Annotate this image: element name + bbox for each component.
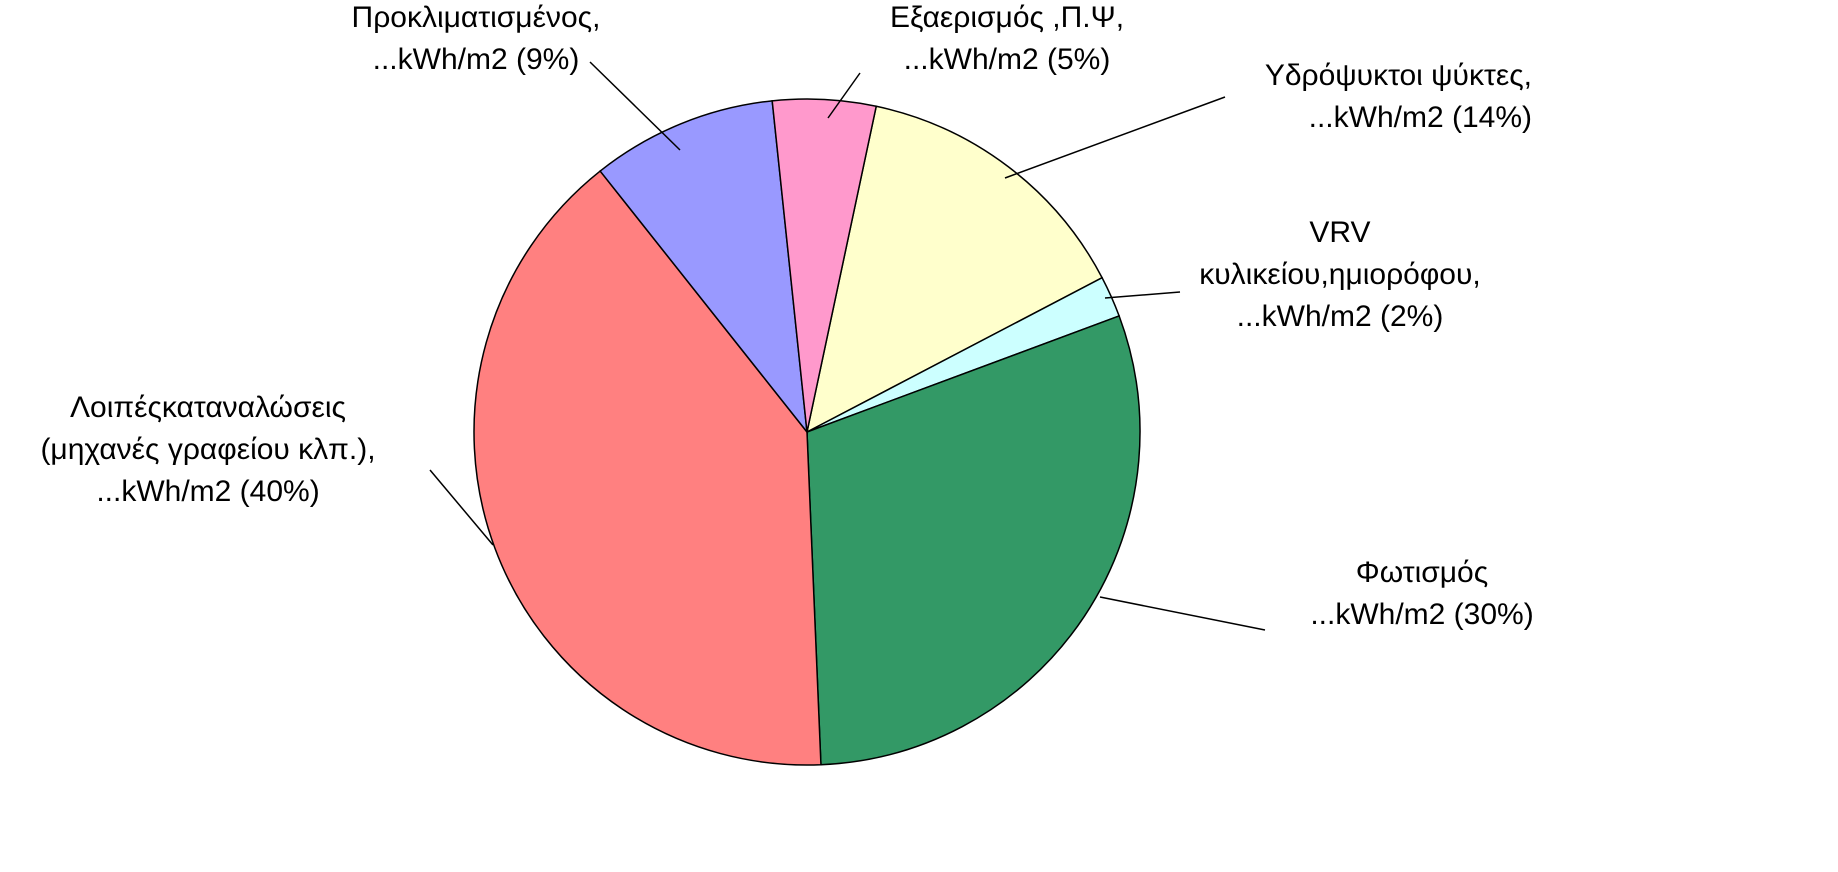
value-label: ...kWh/m2 (2%) [1237, 300, 1444, 333]
slice-label: Προκλιματισμένος, ...kWh/m2 (9%) [352, 1, 601, 76]
value-label: ...kWh/m2 (30%) [1310, 598, 1533, 631]
pie-slice [473, 169, 822, 766]
slice-label: Υδρόψυκτοι ψύκτες, ...kWh/m2 (14%) [1265, 59, 1532, 134]
label-line: Εξαερισμός ,Π.Ψ, [890, 1, 1124, 34]
leader-line [589, 61, 681, 151]
label-line: Λοιπέςκαταναλώσεις [70, 391, 346, 424]
value-label: ...kWh/m2 (40%) [96, 475, 319, 508]
pie-slice [771, 98, 878, 433]
slice-label: Φωτισμός ...kWh/m2 (30%) [1310, 556, 1533, 631]
value-label: ...kWh/m2 (5%) [904, 43, 1111, 76]
pie-slice [806, 314, 1141, 766]
pie-slice [599, 99, 809, 435]
leader-line [1104, 291, 1181, 299]
label-line: (μηχανές γραφείου κλπ.), [40, 433, 375, 466]
label-line: Φωτισμός [1356, 556, 1488, 589]
leader-line [429, 469, 494, 546]
leader-line [827, 72, 861, 119]
slice-label: Λοιπέςκαταναλώσεις (μηχανές γραφείου κλπ.… [40, 391, 375, 508]
pie-slice [805, 105, 1104, 434]
label-line: Προκλιματισμένος, [352, 1, 601, 34]
value-label: ...kWh/m2 (14%) [1309, 101, 1532, 134]
slice-label: Εξαερισμός ,Π.Ψ, ...kWh/m2 (5%) [890, 1, 1124, 76]
leader-line [1099, 596, 1266, 631]
value-label: ...kWh/m2 (9%) [373, 43, 580, 76]
label-line: Υδρόψυκτοι ψύκτες, [1265, 59, 1532, 92]
leader-line [1004, 96, 1226, 179]
slice-label: VRV κυλικείου,ημιορόφου, ...kWh/m2 (2%) [1199, 216, 1480, 333]
label-line: VRV [1309, 216, 1370, 249]
label-line: κυλικείου,ημιορόφου, [1199, 258, 1480, 291]
